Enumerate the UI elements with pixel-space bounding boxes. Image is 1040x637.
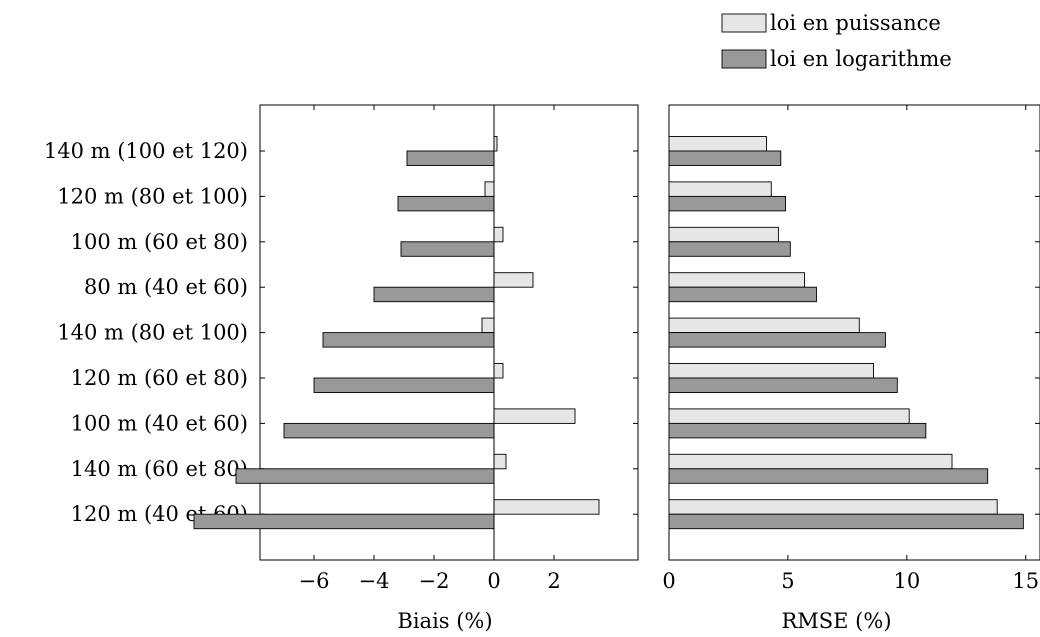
bar-puissance bbox=[493, 453, 507, 470]
bar-puissance bbox=[668, 363, 874, 379]
bar-logarithme bbox=[400, 241, 495, 257]
x-tick-label: −6 bbox=[299, 569, 330, 593]
rmse-panel: 0 5 10 15 RMSE (%) bbox=[662, 104, 1040, 633]
x-tick-label: −4 bbox=[359, 569, 390, 593]
bar-puissance bbox=[493, 408, 576, 424]
bar-puissance bbox=[484, 181, 495, 197]
bar-logarithme bbox=[668, 150, 782, 166]
bar-logarithme bbox=[668, 468, 989, 484]
bar-logarithme bbox=[668, 241, 791, 257]
bar-puissance bbox=[493, 226, 504, 243]
category-label: 100 m (40 et 60) bbox=[71, 411, 248, 435]
x-tick-label: 15 bbox=[1012, 569, 1039, 593]
category-label: 120 m (60 et 80) bbox=[71, 366, 248, 390]
bar-puissance bbox=[668, 408, 910, 424]
category-label: 120 m (80 et 100) bbox=[57, 184, 248, 208]
x-tick-label: −2 bbox=[419, 569, 450, 593]
category-label: 140 m (60 et 80) bbox=[71, 457, 248, 481]
legend-label: loi en logarithme bbox=[770, 47, 952, 71]
category-label: 80 m (40 et 60) bbox=[84, 275, 248, 299]
bar-puissance bbox=[668, 317, 860, 334]
bar-puissance bbox=[668, 136, 767, 152]
x-tick-label: 0 bbox=[662, 569, 675, 593]
legend-label: loi en puissance bbox=[770, 11, 941, 35]
bar-logarithme bbox=[397, 195, 495, 212]
legend-swatch bbox=[721, 49, 767, 69]
bar-logarithme bbox=[668, 377, 898, 393]
bar-puissance bbox=[493, 272, 534, 288]
bar-logarithme bbox=[283, 422, 495, 439]
bar-logarithme bbox=[193, 513, 495, 530]
bar-logarithme bbox=[406, 150, 495, 166]
x-tick-label: 2 bbox=[547, 569, 560, 593]
category-label: 140 m (80 et 100) bbox=[57, 321, 248, 345]
bar-logarithme bbox=[373, 286, 495, 303]
bar-logarithme bbox=[313, 377, 495, 393]
bar-logarithme bbox=[322, 332, 495, 348]
category-labels: 140 m (100 et 120) 120 m (80 et 100) 100 m… bbox=[44, 139, 248, 526]
bar-logarithme bbox=[668, 332, 886, 348]
x-tick-label: 5 bbox=[781, 569, 794, 593]
biais-panel: −6 −4 −2 0 2 Biais (%) bbox=[193, 104, 639, 633]
legend-swatch bbox=[721, 13, 767, 33]
bar-puissance bbox=[481, 317, 495, 334]
bar-puissance bbox=[668, 499, 998, 515]
bar-logarithme bbox=[668, 422, 927, 439]
bar-puissance bbox=[493, 363, 504, 379]
bar-logarithme bbox=[668, 513, 1024, 530]
category-label: 140 m (100 et 120) bbox=[44, 139, 248, 163]
legend: loi en puissance loi en logarithme bbox=[721, 11, 952, 71]
bar-puissance bbox=[668, 181, 772, 197]
bar-puissance bbox=[668, 453, 953, 470]
bar-puissance bbox=[668, 226, 779, 243]
x-axis-label: RMSE (%) bbox=[781, 609, 891, 633]
x-axis-label: Biais (%) bbox=[397, 609, 492, 633]
bar-puissance bbox=[493, 499, 600, 515]
bar-logarithme bbox=[668, 195, 786, 212]
x-tick-label: 10 bbox=[893, 569, 920, 593]
bar-puissance bbox=[668, 272, 806, 288]
bar-logarithme bbox=[235, 468, 495, 484]
bar-logarithme bbox=[668, 286, 817, 303]
x-tick-label: 0 bbox=[487, 569, 500, 593]
category-label: 100 m (60 et 80) bbox=[71, 230, 248, 254]
